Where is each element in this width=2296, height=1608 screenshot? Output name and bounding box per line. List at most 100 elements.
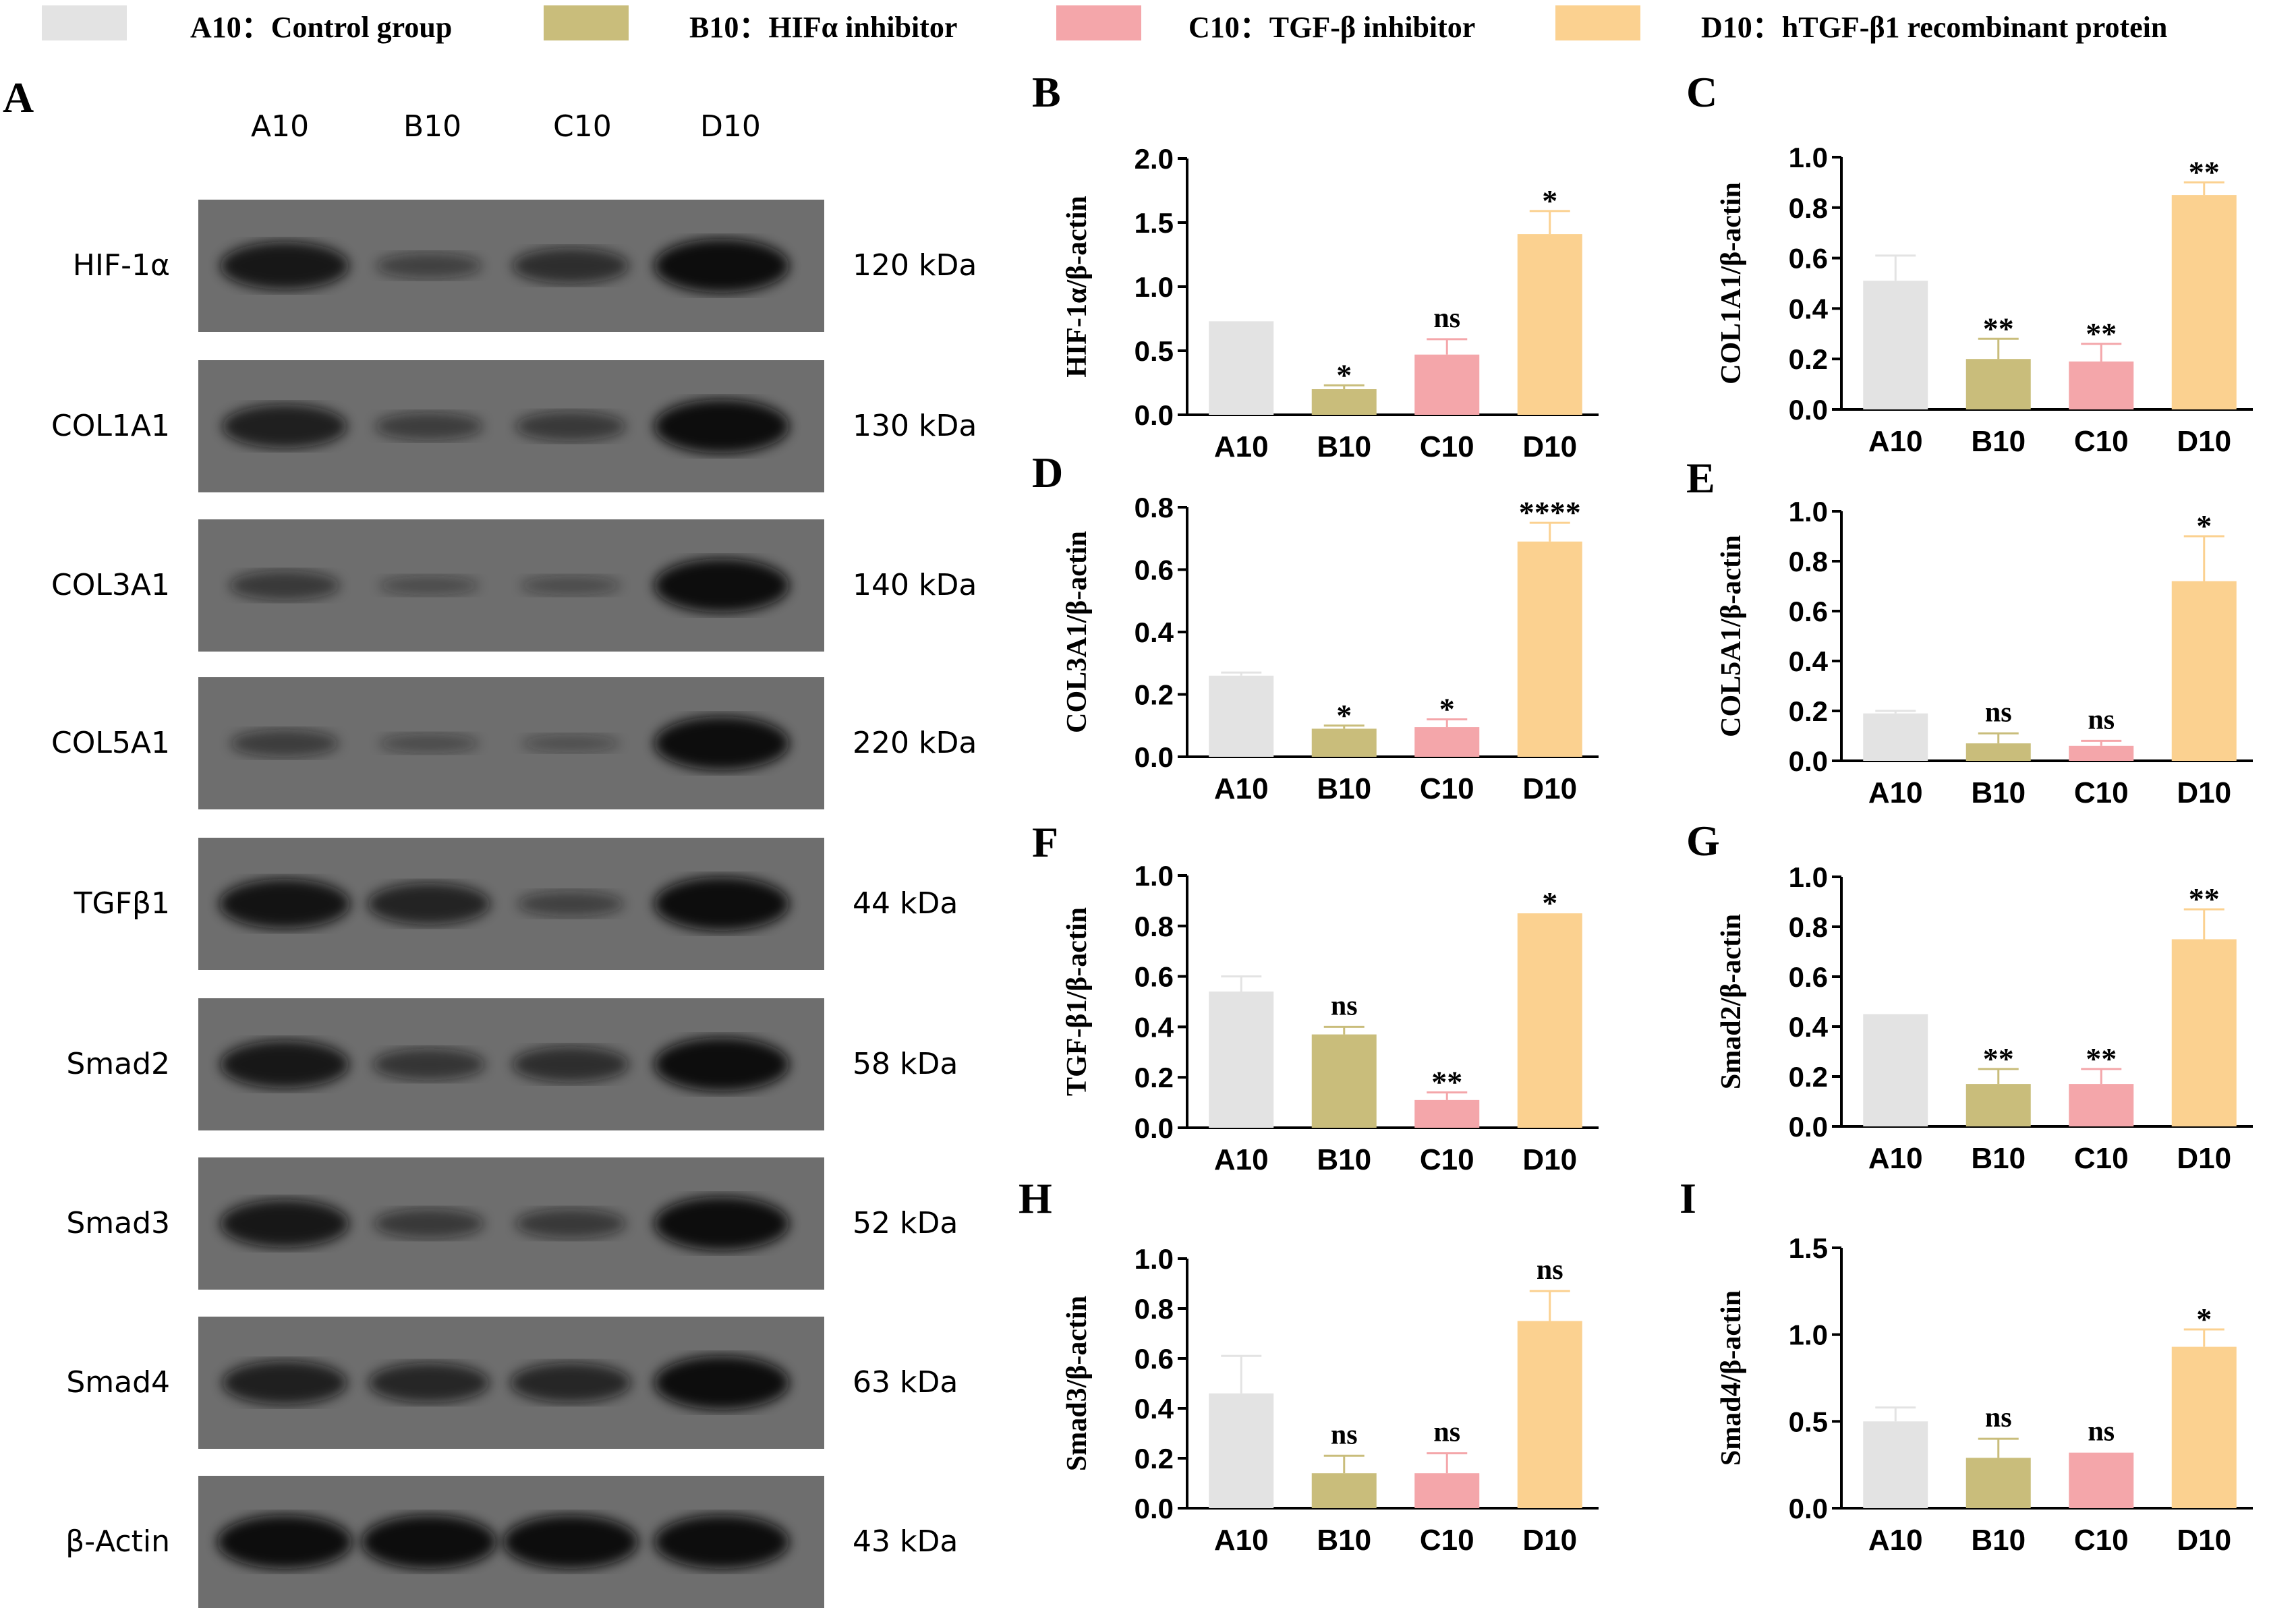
bar-chart: 0.0 0.2 0.4 0.6 0.8 1.0 COL1A1/β-actin A10 B10 **… — [1680, 130, 2280, 473]
bar — [1517, 234, 1582, 415]
bar — [1414, 727, 1480, 757]
y-tick-label: 0.0 — [1135, 1493, 1174, 1524]
y-tick-label: 0.0 — [1789, 745, 1828, 777]
blot-band — [654, 877, 789, 931]
x-tick-label: B10 — [1317, 430, 1371, 463]
blot-band — [376, 253, 482, 279]
panel-letter-a: A — [3, 74, 34, 121]
blot-column-label: B10 — [403, 109, 462, 144]
blot-kda-label: 220 kDa — [853, 726, 977, 760]
blot-band — [654, 558, 789, 612]
significance-label: ns — [1985, 1402, 2012, 1433]
blot-band — [219, 879, 350, 929]
significance-label: ns — [1433, 303, 1460, 334]
y-tick-label: 0.6 — [1789, 596, 1828, 627]
blot-kda-label: 43 kDa — [853, 1524, 958, 1559]
bar — [2069, 1084, 2134, 1126]
x-tick-label: A10 — [1868, 1524, 1923, 1557]
y-tick-label: 0.2 — [1789, 343, 1828, 375]
panel-letter: B — [1032, 68, 1061, 116]
x-tick-label: D10 — [2177, 776, 2231, 809]
blot-kda-label: 58 kDa — [853, 1047, 958, 1081]
blot-band — [229, 571, 340, 600]
bar-chart: 0.0 0.2 0.4 0.6 0.8 1.0 TGF-β1/β-actin A10 B10 ns… — [1025, 849, 1626, 1192]
x-tick-label: C10 — [2074, 425, 2129, 458]
bar — [1965, 1084, 2031, 1126]
y-tick-label: 0.4 — [1789, 293, 1829, 324]
x-tick-label: B10 — [1971, 776, 2026, 809]
x-tick-label: D10 — [2177, 425, 2231, 458]
blot-kda-label: 140 kDa — [853, 568, 977, 602]
blot-image — [198, 1476, 824, 1608]
bar — [1863, 713, 1928, 761]
y-tick-label: 0.0 — [1135, 399, 1174, 431]
y-tick-label: 1.0 — [1789, 1319, 1828, 1351]
y-tick-label: 0.6 — [1789, 243, 1828, 275]
blot-protein-label: Smad4 — [66, 1365, 170, 1400]
blot-column-label: C10 — [553, 109, 612, 144]
bar — [1209, 321, 1274, 415]
panel-letter: E — [1686, 454, 1715, 502]
x-tick-label: B10 — [1317, 772, 1371, 805]
y-tick-label: 0.0 — [1789, 1111, 1828, 1143]
blot-row: COL3A1 140 kDa — [0, 519, 1012, 652]
significance-label: ** — [2086, 316, 2117, 351]
y-axis-label: Smad3/β-actin — [1062, 1296, 1093, 1471]
blot-kda-label: 120 kDa — [853, 248, 977, 283]
x-tick-label: D10 — [1522, 1143, 1577, 1176]
blot-kda-label: 130 kDa — [853, 409, 977, 443]
legend-swatch-c10 — [1056, 5, 1141, 40]
bar — [1414, 1473, 1480, 1508]
significance-label: ** — [1983, 311, 2014, 345]
blot-band — [378, 575, 480, 596]
y-tick-label: 0.4 — [1135, 1011, 1174, 1043]
x-tick-label: B10 — [1317, 1143, 1371, 1176]
blot-band — [520, 575, 621, 596]
blot-band — [512, 248, 629, 284]
x-tick-label: B10 — [1971, 1524, 2026, 1557]
blot-image — [198, 998, 824, 1130]
x-tick-label: C10 — [2074, 1142, 2129, 1175]
y-axis-label: HIF-1α/β-actin — [1062, 196, 1093, 378]
blot-protein-label: HIF-1α — [72, 248, 170, 283]
blot-protein-label: TGFβ1 — [74, 886, 170, 921]
significance-label: * — [2196, 509, 2212, 543]
x-tick-label: C10 — [1420, 772, 1474, 805]
bar — [1414, 1099, 1480, 1128]
significance-label: ns — [2088, 1416, 2115, 1447]
y-tick-label: 1.0 — [1135, 1243, 1174, 1275]
y-tick-label: 0.8 — [1789, 911, 1828, 943]
blot-row: COL5A1 220 kDa — [0, 677, 1012, 809]
blot-image — [198, 1157, 824, 1290]
y-tick-label: 0.2 — [1135, 1443, 1174, 1474]
blot-band — [372, 1048, 486, 1081]
panel-letter: G — [1686, 817, 1720, 865]
blot-band — [521, 735, 620, 752]
blot-band — [510, 1362, 631, 1403]
x-tick-label: A10 — [1214, 1524, 1269, 1557]
blot-band — [378, 733, 480, 753]
blot-image — [198, 677, 824, 809]
bar — [2171, 939, 2237, 1126]
bar-chart-svg: 0.0 0.5 1.0 1.5 2.0 HIF-1α/β-actin A10 B10 * C10 n… — [1062, 143, 1599, 463]
blot-band — [515, 411, 626, 441]
y-tick-label: 0.4 — [1789, 645, 1829, 677]
bar — [1311, 1034, 1377, 1128]
bar — [1863, 1421, 1928, 1508]
x-tick-label: C10 — [2074, 1524, 2129, 1557]
blot-image — [198, 360, 824, 492]
significance-label: ** — [2086, 1041, 2117, 1076]
legend-label-d10: D10：hTGF-β1 recombinant protein — [1701, 11, 2168, 44]
significance-label: ** — [1431, 1065, 1462, 1099]
bar-chart-svg: 0.0 0.2 0.4 0.6 0.8 1.0 Smad2/β-actin A10 B10 ** C… — [1716, 861, 2253, 1175]
bar — [1863, 281, 1928, 409]
bar-chart: 0.0 0.2 0.4 0.6 0.8 1.0 Smad3/β-actin A10 B10 ns C… — [1025, 1232, 1626, 1572]
bar — [1209, 675, 1274, 757]
bar — [1209, 1393, 1274, 1508]
blot-protein-label: β-Actin — [65, 1524, 170, 1559]
significance-label: ** — [2189, 154, 2220, 189]
blot-band — [368, 1362, 490, 1403]
y-tick-label: 2.0 — [1135, 143, 1174, 175]
y-tick-label: 0.8 — [1135, 911, 1174, 942]
x-tick-label: B10 — [1971, 425, 2026, 458]
